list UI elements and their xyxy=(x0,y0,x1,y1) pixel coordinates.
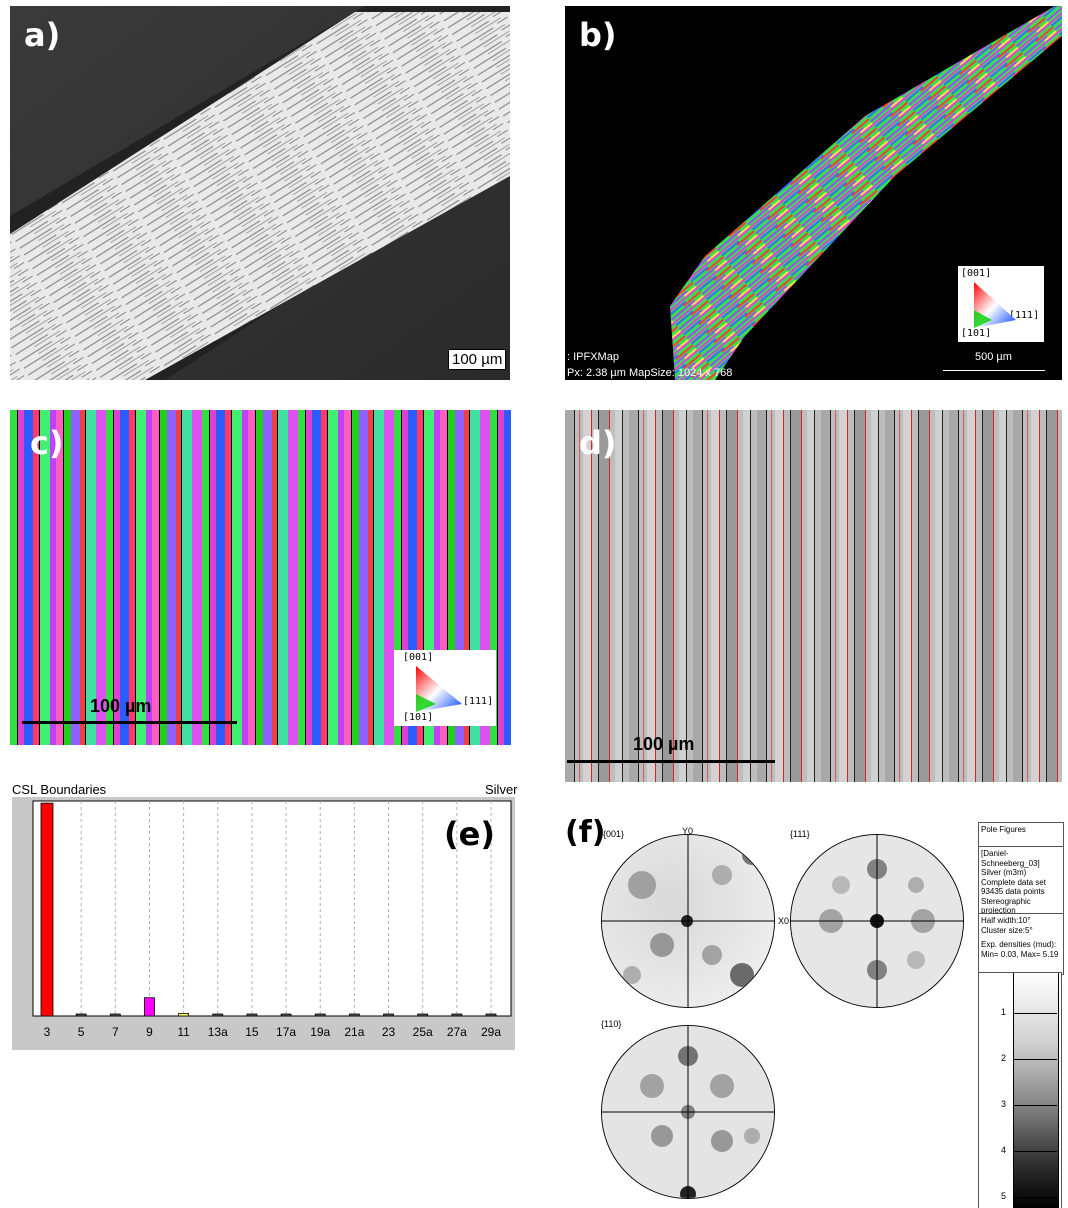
tick-label-3: 3 xyxy=(44,1025,51,1039)
map-info-text: Px: 2.38 µm MapSize: 1024 x 768 xyxy=(567,367,733,379)
tick-label-9: 9 xyxy=(146,1025,153,1039)
panel-c-scale-bar xyxy=(22,721,237,724)
panel-a-scale-bar: 100 µm xyxy=(448,349,507,370)
tick-label-17a: 17a xyxy=(276,1025,296,1039)
bar-sigma-7 xyxy=(109,1013,121,1017)
pf-header-box: Pole Figures xyxy=(978,822,1064,848)
pf-settings-box: Half width:10° Cluster size:5° Exp. densit… xyxy=(978,913,1064,975)
pf-colorbar xyxy=(1013,973,1059,1208)
panel-b-scale-bar xyxy=(943,370,1045,371)
bar-sigma-9 xyxy=(144,997,155,1017)
bar-sigma-5 xyxy=(75,1013,87,1017)
bar-sigma-3 xyxy=(40,802,54,1017)
key-001-label: [001] xyxy=(403,652,434,663)
panel-d-boundary-map: d) 100 µm xyxy=(565,410,1062,782)
panel-c-ipf-key: [001] [101] [111] xyxy=(394,650,496,726)
bar-sigma-13a xyxy=(212,1013,224,1017)
colorbar-tick-label: 1 xyxy=(1001,1007,1007,1017)
tick-label-7: 7 xyxy=(112,1025,119,1039)
key-101-label: [101] xyxy=(403,712,434,723)
panel-b-label: b) xyxy=(579,16,617,54)
tick-label-19a: 19a xyxy=(310,1025,330,1039)
panel-d-scale-bar xyxy=(567,760,775,763)
ipf-triangle xyxy=(416,666,462,712)
ipf-triangle xyxy=(974,282,1016,328)
boundary-grains xyxy=(565,410,1062,782)
colorbar-tick-label: 5 xyxy=(1001,1191,1007,1201)
panel-b-ipf-key: [001] [101] [111] xyxy=(958,266,1044,342)
pf-110-name: {110} xyxy=(601,1019,622,1029)
bar-sigma-17a xyxy=(280,1013,292,1017)
pf-info-line: Silver (m3m) xyxy=(981,868,1027,877)
pf-info-line: Half width:10° xyxy=(981,916,1031,925)
pf-info-line: [Daniel-Schneeberg_03] xyxy=(981,849,1040,868)
colorbar-tick xyxy=(1013,1151,1057,1152)
csl-chart-frame: 3 5 7 9 11 13a 15 17a 19a 21a 23 25a 27a 29a (e) xyxy=(12,797,515,1050)
tick-label-11: 11 xyxy=(177,1025,190,1039)
panel-a-optical-micrograph: a) 100 µm xyxy=(10,6,510,380)
bar-sigma-23 xyxy=(383,1013,394,1017)
colorbar-tick-label: 3 xyxy=(1001,1099,1007,1109)
panel-b-scale-text: 500 µm xyxy=(975,351,1012,363)
csl-chart-title: CSL Boundaries xyxy=(12,782,107,797)
pf-001-name: {001} xyxy=(603,829,625,839)
panel-c-scale-text: 100 µm xyxy=(90,696,152,716)
pf-info-line: Stereographic projection xyxy=(981,896,1031,916)
colorbar-tick-label: 4 xyxy=(1001,1145,1007,1155)
pf-info-line: Min= 0.03, Max= 5.19 xyxy=(981,949,1059,959)
optical-image xyxy=(10,6,510,380)
bar-sigma-19a xyxy=(314,1013,326,1017)
pf-colorbar-frame: 1 2 3 4 5 xyxy=(978,972,1062,1208)
pf-info-line: Exp. densities (mud): xyxy=(981,940,1057,949)
map-name-text: : IPFXMap xyxy=(567,351,619,363)
key-101-label: [101] xyxy=(961,328,992,339)
ebsd-band xyxy=(670,6,1062,380)
tick-label-21a: 21a xyxy=(344,1025,364,1039)
bar-sigma-27a xyxy=(451,1013,463,1017)
key-111-label: [111] xyxy=(463,696,494,707)
tick-label-27a: 27a xyxy=(447,1025,467,1039)
panel-a-label: a) xyxy=(24,16,61,54)
pf-dataset-box: [Daniel-Schneeberg_03] Silver (m3m) Comple… xyxy=(978,846,1064,925)
pf-111-name: {111} xyxy=(790,829,810,839)
csl-material-label: Silver xyxy=(485,782,518,797)
pf-info-line: Cluster size:5° xyxy=(981,925,1033,935)
tick-label-29a: 29a xyxy=(481,1025,501,1039)
colorbar-tick xyxy=(1013,1013,1057,1014)
pole-figure-001 xyxy=(601,834,775,1008)
pf-001-y-axis: Y0 xyxy=(682,826,694,836)
tick-label-13a: 13a xyxy=(208,1025,228,1039)
pole-figure-111 xyxy=(790,834,964,1008)
tick-label-23: 23 xyxy=(382,1025,396,1039)
colorbar-tick xyxy=(1013,1105,1057,1106)
panel-e-label: (e) xyxy=(444,815,495,853)
panel-d-scale-text: 100 µm xyxy=(633,734,695,754)
pole-figure-110 xyxy=(601,1025,775,1199)
pf-info-line: Complete data set xyxy=(981,877,1046,887)
bar-sigma-25a xyxy=(417,1013,429,1017)
tick-label-15: 15 xyxy=(245,1025,259,1039)
colorbar-tick xyxy=(1013,1197,1057,1198)
bar-sigma-29a xyxy=(485,1013,497,1017)
key-111-label: [111] xyxy=(1009,310,1040,321)
panel-f-label: (f) xyxy=(565,815,606,850)
colorbar-tick-label: 2 xyxy=(1001,1053,1007,1063)
panel-b-ebsd-map: b) [001] [101] [111] : IPFXMap Px: 2.38 … xyxy=(565,6,1062,380)
pf-001-x-axis: X0 xyxy=(778,916,790,926)
panel-d-label: d) xyxy=(579,424,617,462)
pf-info-line: 93435 data points xyxy=(981,887,1045,896)
bar-sigma-11 xyxy=(178,1013,190,1017)
bar-sigma-15 xyxy=(246,1013,258,1017)
csl-bar-chart: 3 5 7 9 11 13a 15 17a 19a 21a 23 25a 27a 29a xyxy=(32,800,512,1039)
key-001-label: [001] xyxy=(961,268,992,279)
tick-label-5: 5 xyxy=(78,1025,85,1039)
panel-c-ipf-detail: c) 100 µm [001] [101] [111] xyxy=(10,410,511,745)
panel-c-label: c) xyxy=(30,424,64,462)
bar-sigma-21a xyxy=(348,1013,360,1017)
colorbar-tick xyxy=(1013,1059,1057,1060)
tick-label-25a: 25a xyxy=(413,1025,433,1039)
